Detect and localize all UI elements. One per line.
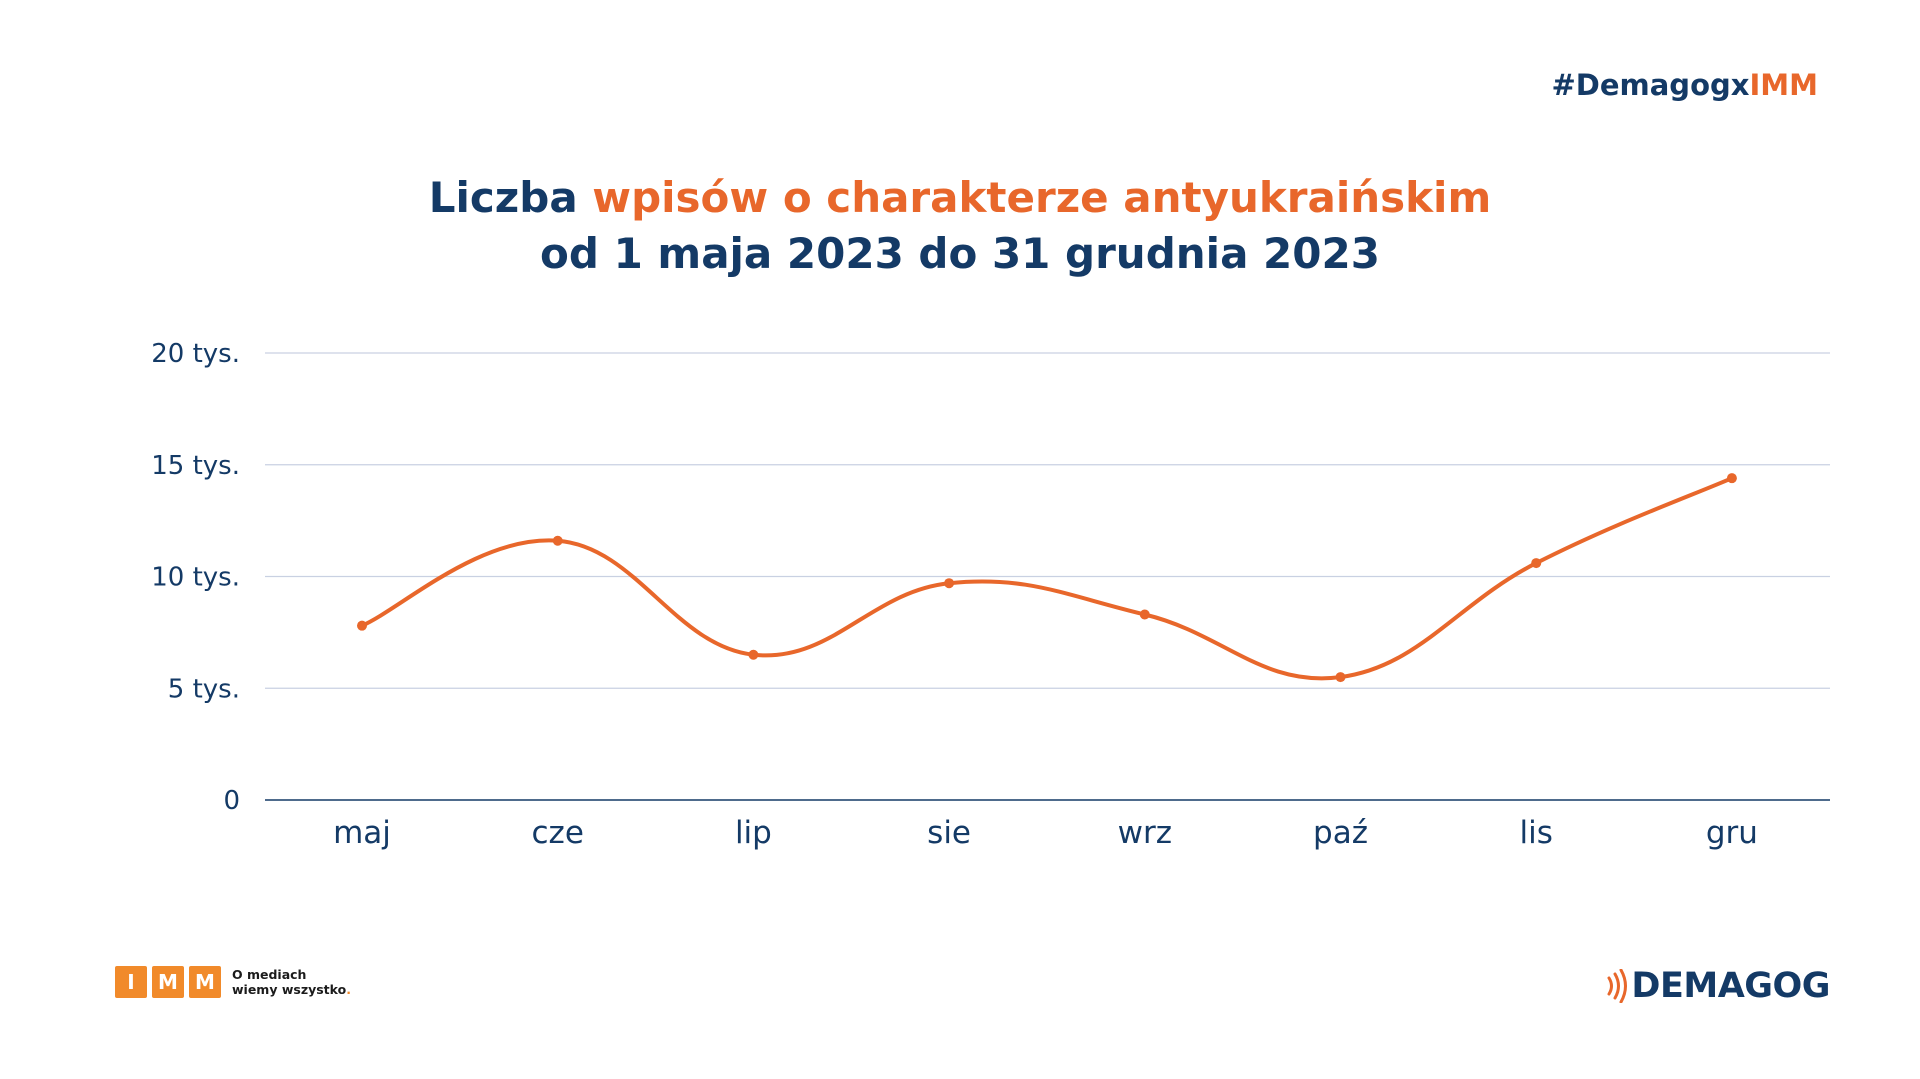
x-tick-label: sie	[927, 815, 971, 851]
x-tick-label: lip	[735, 815, 772, 851]
y-tick-label: 5 tys.	[168, 674, 240, 704]
y-tick-label: 20 tys.	[151, 339, 240, 369]
imm-logo: I M M O mediach wiemy wszystko.	[115, 966, 351, 998]
chart-title: Liczba wpisów o charakterze antyukraińsk…	[0, 170, 1920, 282]
demagog-logo: DEMAGOG	[1605, 966, 1830, 1006]
demagog-wordmark: DEMAGOG	[1631, 966, 1830, 1006]
data-points	[357, 473, 1737, 683]
x-tick-label: wrz	[1118, 815, 1172, 851]
title-line-2: od 1 maja 2023 do 31 grudnia 2023	[540, 229, 1380, 278]
data-point	[357, 620, 367, 631]
series-line	[360, 476, 1734, 681]
hashtag-prefix: #Demagog	[1551, 68, 1731, 102]
x-tick-label: paź	[1313, 815, 1368, 851]
title-line-1: Liczba wpisów o charakterze antyukraińsk…	[0, 170, 1920, 226]
title-part-1: Liczba	[428, 173, 593, 222]
x-tick-label: maj	[333, 815, 391, 851]
data-point	[748, 649, 759, 660]
y-tick-label: 10 tys.	[151, 563, 240, 593]
imm-tagline-text-2: wiemy wszystko	[232, 982, 347, 997]
gridlines	[265, 352, 1830, 801]
x-tick-labels: maj cze lip sie wrz paź lis gru	[333, 815, 1758, 851]
imm-tagline-line-2: wiemy wszystko.	[232, 982, 351, 997]
imm-tagline: O mediach wiemy wszystko.	[232, 967, 351, 997]
hashtag-label: #DemagogxIMM	[1551, 68, 1818, 102]
imm-letter-i: I	[115, 966, 147, 998]
data-point	[552, 535, 563, 546]
y-tick-label: 0	[223, 786, 240, 816]
hashtag-suffix: IMM	[1749, 68, 1818, 102]
imm-letter-m2: M	[189, 966, 221, 998]
x-tick-label: cze	[532, 815, 584, 851]
data-point	[944, 578, 955, 589]
data-point	[1139, 609, 1150, 620]
title-part-2: wpisów o charakterze antyukraińskim	[592, 173, 1492, 222]
broadcast-waves-icon	[1607, 969, 1628, 1003]
x-tick-label: lis	[1520, 815, 1553, 851]
y-tick-label: 15 tys.	[151, 451, 240, 481]
imm-tagline-line-1: O mediach	[232, 967, 307, 982]
hashtag-x: x	[1730, 68, 1750, 102]
imm-letter-m1: M	[152, 966, 184, 998]
data-point	[1726, 473, 1737, 484]
x-tick-label: gru	[1706, 815, 1758, 851]
imm-tagline-dot: .	[346, 982, 351, 997]
y-tick-labels: 0 5 tys. 10 tys. 15 tys. 20 tys.	[151, 339, 240, 816]
data-point	[1335, 672, 1346, 683]
data-point	[1531, 558, 1542, 569]
